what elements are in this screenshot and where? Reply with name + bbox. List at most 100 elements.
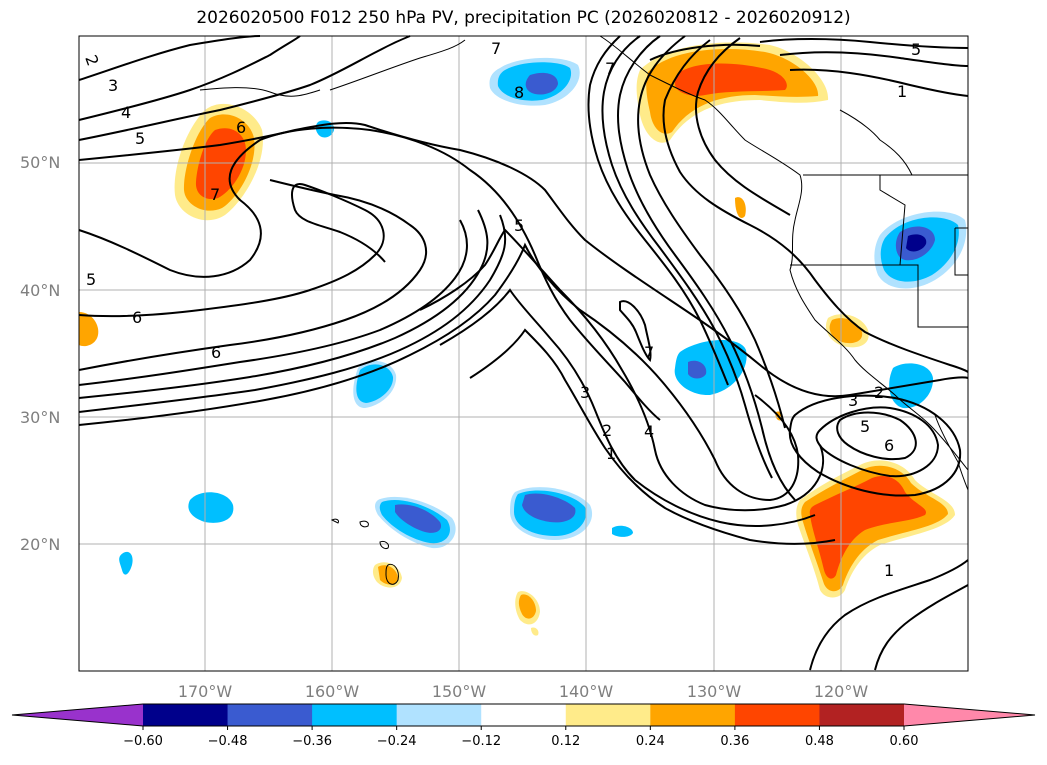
pv-contour: [78, 35, 411, 141]
colorbar-tick-label: 0.36: [720, 734, 749, 749]
colorbar-tick-label: 0.60: [890, 734, 919, 749]
colorbar-tick-label: 0.12: [551, 734, 580, 749]
precip-blob: [674, 63, 787, 96]
pv-contour: [809, 559, 969, 671]
pv-contour: [439, 288, 816, 527]
precip-blob: [395, 504, 442, 533]
lat-label: 30°N: [20, 408, 60, 427]
lon-labels: 170°W 160°W 150°W 140°W 130°W 120°W: [178, 682, 869, 701]
precip-blob: [688, 360, 707, 379]
colorbar-segment: [734, 704, 820, 726]
precip-blob: [809, 475, 926, 579]
border: [954, 227, 968, 276]
lon-label: 170°W: [178, 682, 233, 701]
lon-label: 120°W: [814, 682, 869, 701]
border: [790, 264, 968, 328]
contour-label: 1: [606, 444, 616, 463]
precip-blob: [119, 551, 133, 575]
map-frame: [78, 35, 969, 672]
colorbar-tick-label: −0.12: [461, 734, 501, 749]
precip-blob: [525, 72, 558, 95]
pv-contour: [789, 68, 969, 97]
colorbar-segment: [565, 704, 651, 726]
colorbar-tick-label: 0.24: [636, 734, 665, 749]
pv-contours: [78, 35, 969, 671]
pv-contour: [836, 411, 917, 461]
colorbar-segment: [819, 704, 905, 726]
pv-contour: [637, 35, 786, 429]
colorbar-extend-high: [904, 704, 1035, 726]
contour-label: 5: [860, 417, 870, 436]
coastline: [934, 414, 969, 491]
pv-contour: [587, 35, 729, 386]
colorbar-segment: [312, 704, 398, 726]
pv-contour: [601, 35, 773, 479]
contour-label: 8: [514, 83, 524, 102]
contour-label: 4: [644, 422, 654, 441]
colorbar-tick-label: −0.60: [123, 734, 163, 749]
pv-contour: [779, 51, 969, 67]
island: [385, 563, 399, 585]
contour-label: 2: [874, 383, 884, 402]
coastlines: [199, 35, 969, 585]
border: [839, 109, 913, 176]
pv-contour: [419, 228, 825, 512]
pv-contour: [694, 37, 791, 216]
lat-label: 50°N: [20, 153, 60, 172]
colorbar-segment: [650, 704, 736, 726]
contour-label: 1: [884, 561, 894, 580]
pv-contour: [78, 35, 301, 121]
contour-label: 3: [580, 383, 590, 402]
colorbar-tick-label: −0.24: [377, 734, 417, 749]
pv-contour: [649, 43, 761, 61]
pv-contour: [788, 394, 962, 497]
precip-blob: [531, 627, 539, 636]
pv-contour: [619, 300, 652, 362]
pv-contour: [78, 179, 428, 371]
lon-label: 150°W: [432, 682, 487, 701]
pv-contour: [78, 183, 386, 318]
border: [879, 175, 906, 266]
precip-blob: [906, 234, 927, 252]
precip-shading: [79, 42, 967, 636]
colorbar-extend-low: [12, 704, 143, 726]
pv-contour: [78, 242, 800, 502]
contour-labels: 2 3 4 5 6 7 7 5 8 6 5 6 7 5 1 3 2 4 1 3 …: [81, 39, 921, 580]
contour-label: 7: [605, 59, 615, 78]
island: [330, 518, 339, 524]
colorbar-segment: [143, 704, 229, 726]
lat-label: 40°N: [20, 281, 60, 300]
lat-label: 20°N: [20, 535, 60, 554]
contour-label: 2: [81, 52, 102, 68]
colorbar-segment: [396, 704, 482, 726]
pv-contour: [815, 406, 940, 478]
contour-label: 3: [108, 76, 118, 95]
lat-labels: 50°N 40°N 30°N 20°N: [20, 153, 60, 554]
precip-blob: [518, 594, 536, 619]
colorbar-tick-label: −0.48: [208, 734, 248, 749]
colorbar: −0.60 −0.48 −0.36 −0.24 −0.12 0.12 0.24 0.36 0.4…: [11, 703, 1036, 749]
contour-label: 6: [236, 118, 246, 137]
pv-contour: [617, 35, 796, 501]
precip-blob: [378, 565, 398, 585]
precip-blob: [188, 492, 234, 523]
contour-label: 7: [644, 343, 654, 362]
colorbar-tick-label: −0.36: [292, 734, 332, 749]
graticule: [79, 36, 968, 671]
island: [359, 520, 369, 528]
precip-blob: [674, 340, 747, 396]
pv-contour: [78, 209, 489, 399]
coastline: [199, 87, 321, 97]
pv-contour: [78, 219, 468, 386]
lon-label: 130°W: [687, 682, 742, 701]
colorbar-segment: [227, 704, 313, 726]
precip-blob: [612, 525, 633, 537]
colorbar-segment: [481, 704, 567, 726]
coastline: [329, 39, 466, 91]
colorbar-tick-label: 0.48: [805, 734, 834, 749]
pv-contour: [78, 126, 661, 421]
map-title: 2026020500 F012 250 hPa PV, precipitatio…: [196, 8, 851, 28]
precip-blob: [79, 312, 99, 347]
contour-label: 5: [911, 40, 921, 59]
island: [379, 541, 389, 549]
